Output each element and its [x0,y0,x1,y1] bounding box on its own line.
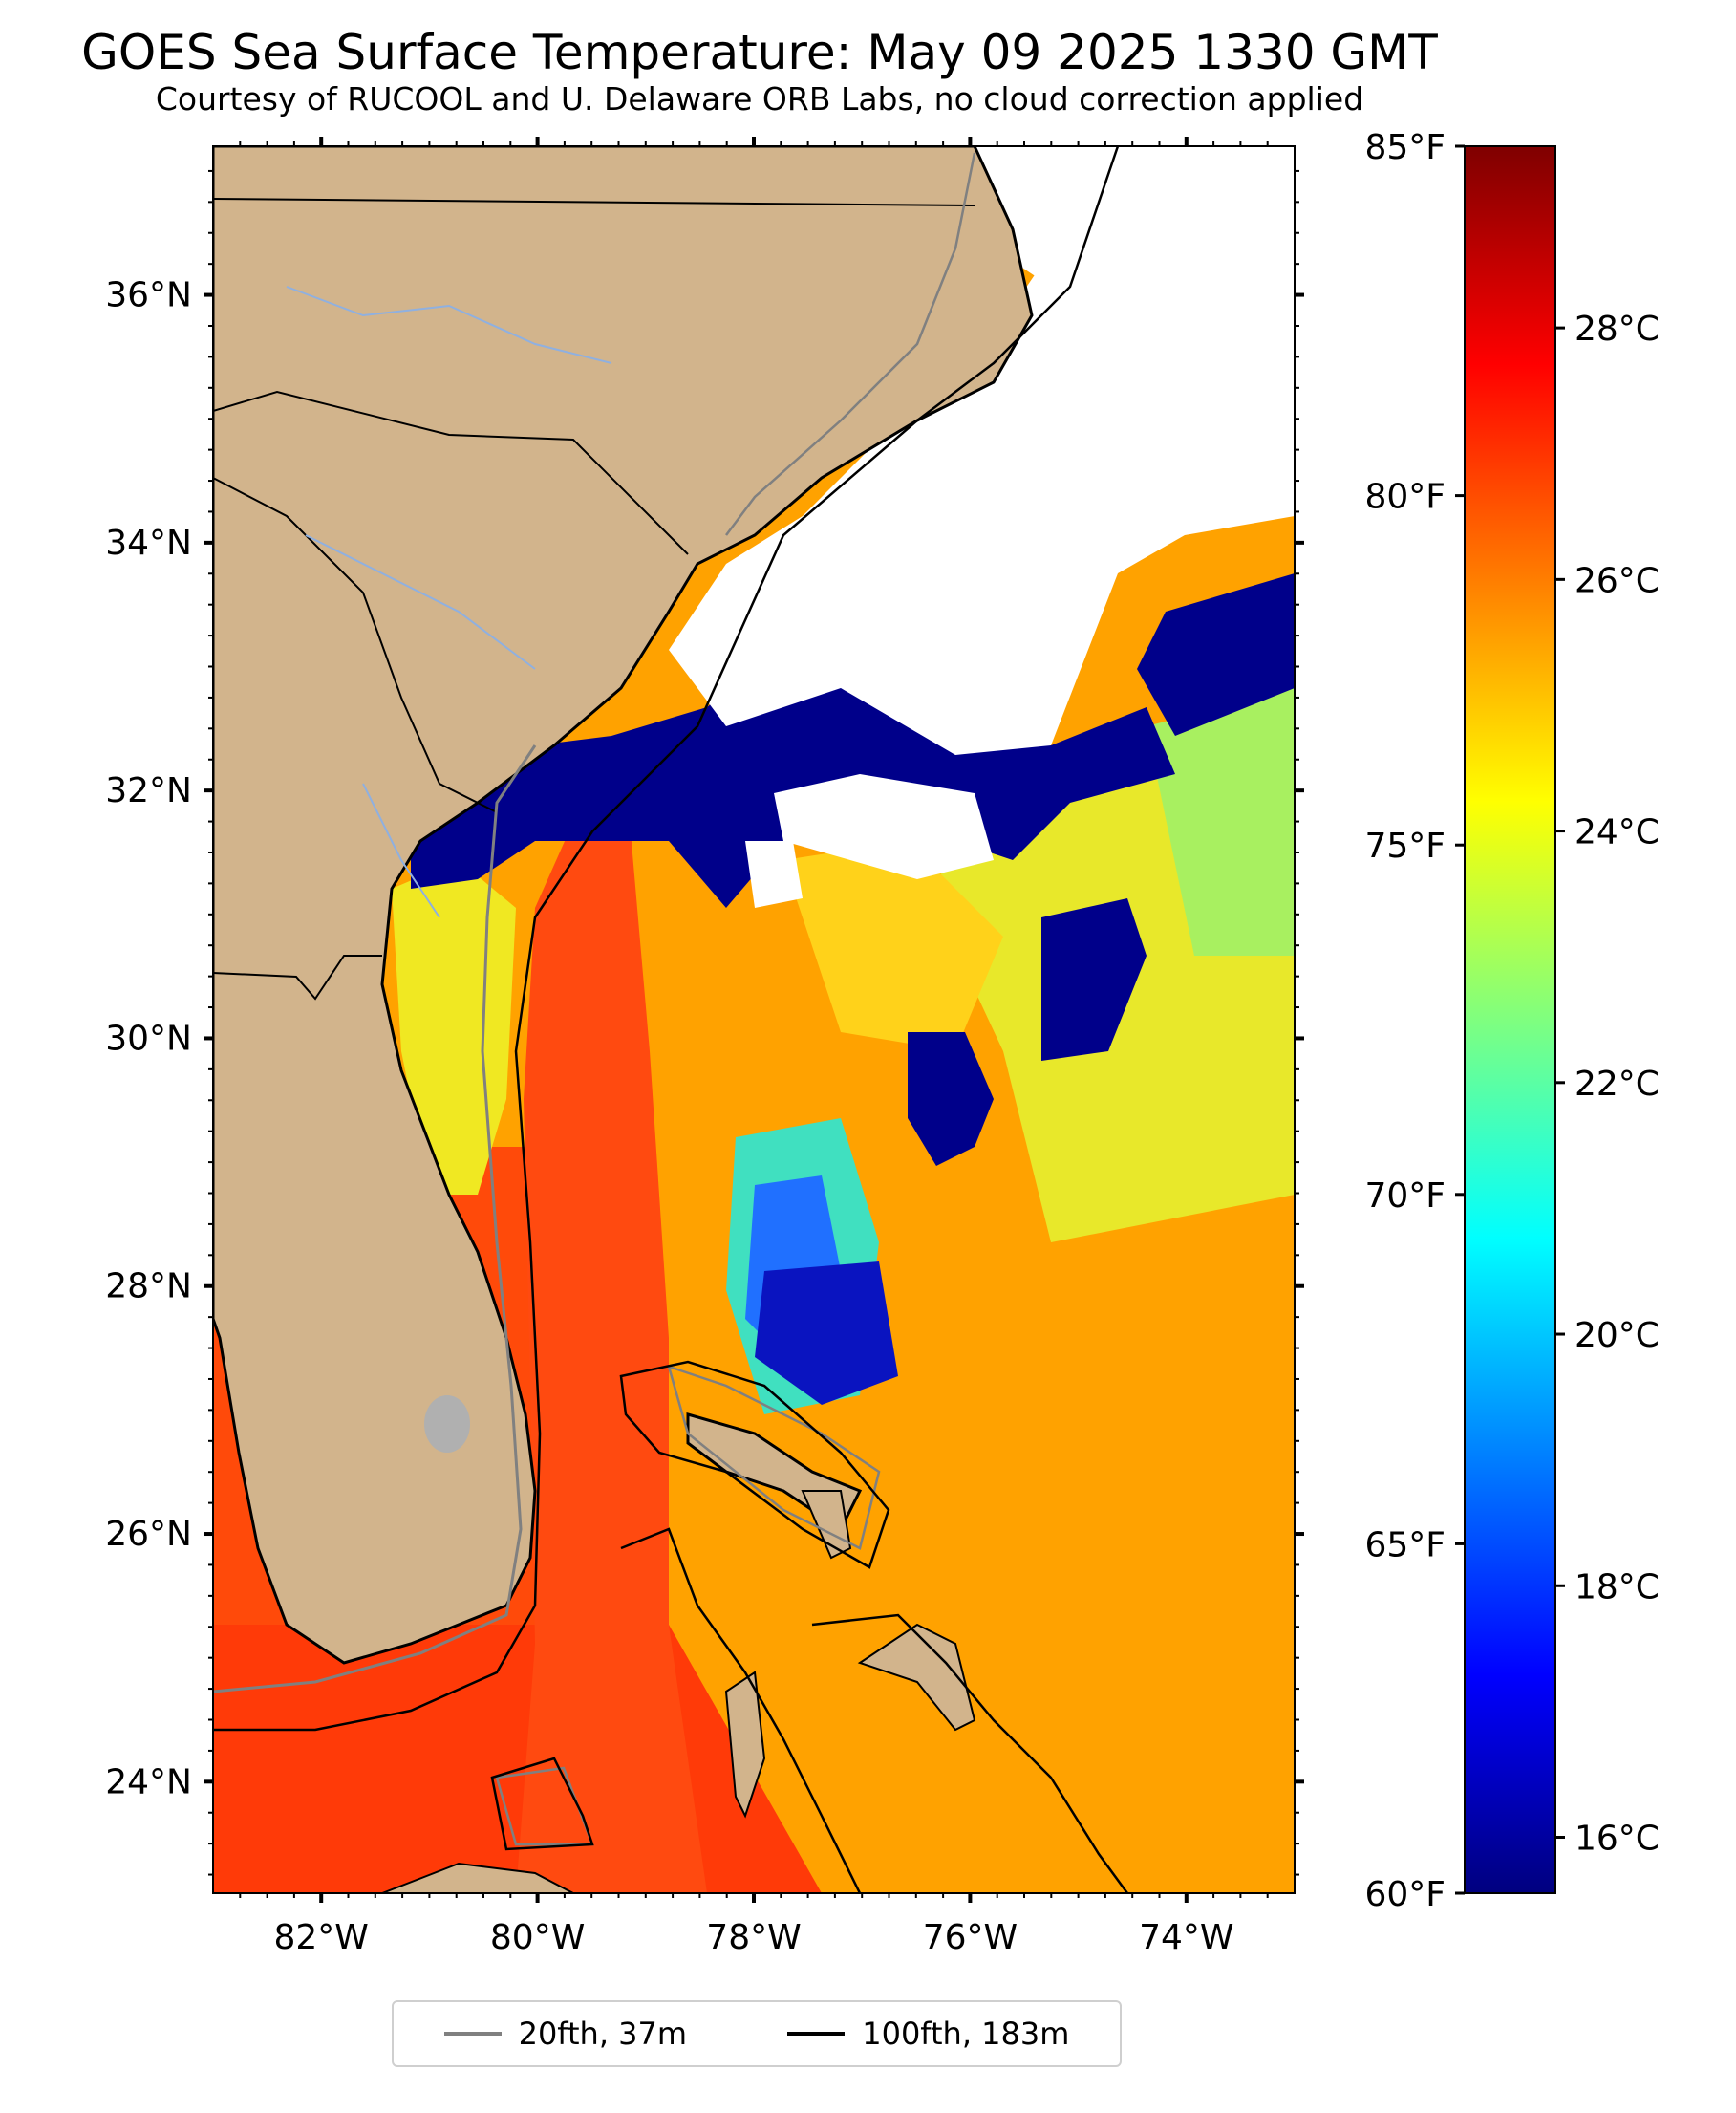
map-subtitle: Courtesy of RUCOOL and U. Delaware ORB L… [155,80,1364,118]
lat-tick-label: 32°N [105,771,192,810]
legend-swatch-100fth [787,2032,846,2036]
lon-tick-label: 80°W [490,1918,585,1957]
map-axes: 24°N 26°N 28°N 30°N 32°N 34°N 36°N 82°W 80°W 78°W… [105,137,1304,1957]
colorbar-f-label: 85°F [1364,128,1446,167]
lat-tick-label: 24°N [105,1762,192,1801]
colorbar-c-label: 22°C [1575,1065,1660,1104]
colorbar-c-label: 18°C [1575,1567,1660,1606]
colorbar-f-label: 75°F [1364,827,1446,866]
lat-tick-label: 36°N [105,276,192,315]
colorbar-c-label: 26°C [1575,561,1660,600]
legend-swatch-20fth [443,2032,502,2036]
legend-item-20fth: 20fth, 37m [443,2016,688,2052]
legend-label-20fth: 20fth, 37m [518,2016,688,2052]
legend-label-100fth: 100fth, 183m [862,2016,1070,2052]
land-mass [213,146,1034,1665]
colorbar [1464,145,1556,1894]
lon-tick-label: 76°W [923,1918,1018,1957]
colorbar-c-label: 24°C [1575,813,1660,852]
map-plot-area [213,146,1295,1893]
isobath-legend: 20fth, 37m 100fth, 183m [392,2000,1122,2067]
colorbar-f-label: 80°F [1364,478,1446,517]
colorbar-f-label: 70°F [1364,1176,1446,1216]
colorbar-axes: 60°F 65°F 70°F 75°F 80°F 85°F 16°C 18°C 20°C 22°C… [1364,128,1659,1914]
legend-item-100fth: 100fth, 183m [787,2016,1069,2052]
lat-tick-label: 26°N [105,1515,192,1554]
lon-tick-label: 74°W [1139,1918,1233,1957]
colorbar-c-label: 28°C [1575,310,1660,349]
lon-tick-label: 78°W [706,1918,801,1957]
colorbar-f-label: 65°F [1364,1525,1446,1564]
isobath-20fth [213,744,537,1693]
isobath-100fth [213,146,1120,1732]
colorbar-f-label: 60°F [1364,1875,1446,1914]
lat-tick-label: 28°N [105,1267,192,1306]
colorbar-c-label: 16°C [1575,1820,1660,1859]
lat-tick-label: 34°N [105,524,192,563]
lon-tick-label: 82°W [273,1918,368,1957]
map-title: GOES Sea Surface Temperature: May 09 202… [81,25,1438,80]
lat-tick-label: 30°N [105,1019,192,1058]
colorbar-c-label: 20°C [1575,1316,1660,1355]
